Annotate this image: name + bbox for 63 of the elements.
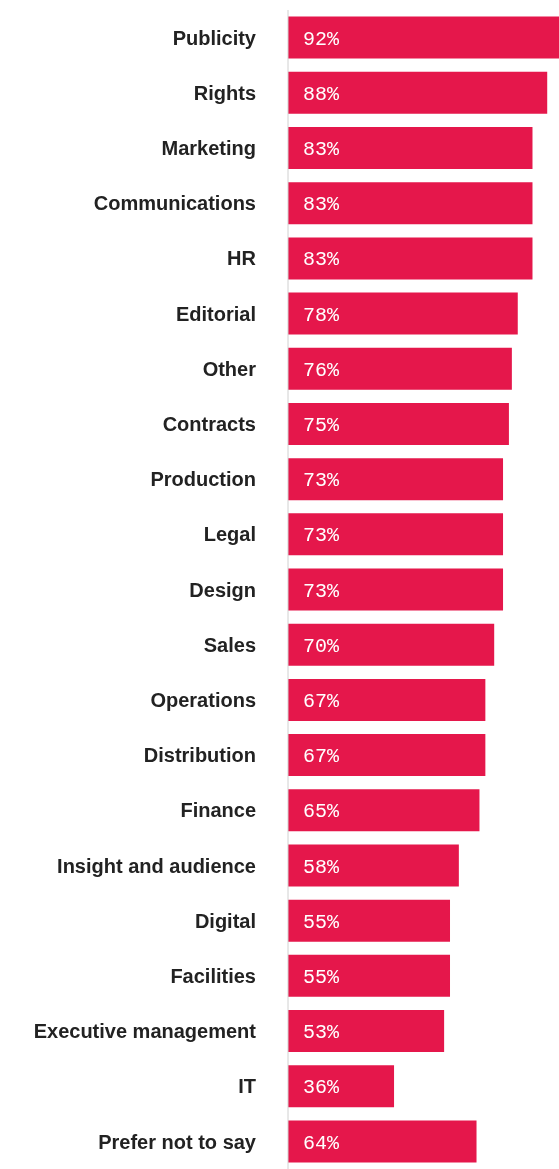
data-label: 55% [303, 965, 340, 989]
y-tick-label: Contracts [162, 413, 256, 436]
bar [288, 1065, 395, 1108]
y-tick-label: Finance [180, 799, 256, 822]
data-label: 65% [303, 800, 340, 824]
bar [288, 292, 518, 335]
data-label: 83% [303, 248, 340, 272]
data-label: 67% [303, 690, 340, 714]
bar [288, 678, 486, 721]
y-tick-label: Publicity [172, 26, 257, 49]
y-tick-label: Production [150, 468, 256, 491]
data-label: 83% [303, 138, 340, 162]
data-label: 73% [303, 469, 340, 493]
data-label: 73% [303, 579, 340, 603]
bar [288, 237, 533, 280]
bar [288, 513, 504, 556]
y-tick-label: Insight and audience [57, 854, 256, 877]
bar [288, 1120, 477, 1163]
bar [288, 789, 480, 832]
data-label: 92% [303, 27, 340, 51]
data-label: 58% [303, 855, 340, 879]
data-label: 83% [303, 193, 340, 217]
bar [288, 347, 512, 390]
bar [288, 71, 548, 114]
data-label: 88% [303, 82, 340, 106]
data-label: 53% [303, 1021, 340, 1045]
bar [288, 844, 459, 887]
y-tick-label: Executive management [33, 1020, 257, 1043]
y-tick-label: Communications [93, 192, 256, 215]
y-tick-label: IT [238, 1075, 256, 1098]
data-label: 36% [303, 1076, 340, 1100]
bar [288, 734, 486, 777]
bar [288, 182, 533, 225]
y-tick-label: Design [189, 578, 256, 601]
bar [288, 16, 559, 59]
data-label: 64% [303, 1131, 340, 1155]
y-tick-label: Legal [203, 523, 256, 546]
y-tick-label: Prefer not to say [98, 1130, 257, 1153]
bar [288, 899, 451, 942]
y-tick-label: Distribution [143, 744, 256, 767]
y-tick-label: Sales [203, 633, 256, 656]
bar [288, 954, 451, 997]
data-label: 73% [303, 524, 340, 548]
y-tick-label: Rights [193, 81, 256, 104]
data-label: 70% [303, 634, 340, 658]
bar [288, 127, 533, 169]
y-tick-label: Facilities [170, 964, 256, 987]
bar [288, 458, 504, 501]
bar [288, 1010, 445, 1053]
y-tick-label: Other [202, 357, 257, 380]
data-label: 55% [303, 910, 340, 934]
bar [288, 623, 495, 666]
data-label: 75% [303, 414, 340, 438]
y-tick-label: Marketing [161, 137, 256, 160]
bar [288, 568, 504, 611]
bar [288, 402, 509, 445]
y-tick-label: Digital [194, 909, 256, 932]
y-tick-label: HR [227, 247, 257, 270]
data-label: 78% [303, 303, 340, 327]
data-label: 76% [303, 358, 340, 382]
data-label: 67% [303, 745, 340, 769]
y-tick-label: Editorial [175, 302, 256, 325]
y-tick-label: Operations [150, 688, 256, 711]
